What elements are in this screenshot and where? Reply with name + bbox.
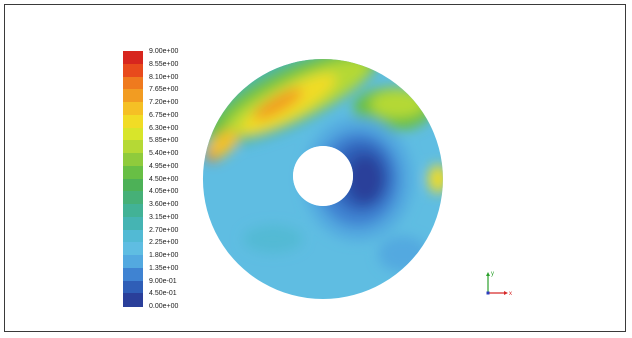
colorbar-block (123, 140, 143, 154)
contour-plot (202, 59, 443, 299)
colorbar-label: 5.40e+00 (149, 150, 179, 157)
colorbar-label: 8.55e+00 (149, 60, 179, 68)
colorbar-block (123, 51, 143, 65)
colorbar-block (123, 114, 143, 128)
colorbar-label: 4.95e+00 (149, 162, 179, 170)
colorbar-block (123, 165, 143, 179)
colorbar-label: 3.15e+00 (149, 213, 179, 221)
colorbar-label: 4.50e-01 (149, 290, 177, 298)
colorbar-block (123, 89, 143, 103)
colorbar-label: 2.70e+00 (149, 226, 179, 234)
colorbar-label: 9.00e-01 (149, 277, 177, 285)
y-axis-arrowhead (486, 272, 490, 276)
colorbar-label: 6.75e+00 (149, 111, 179, 119)
colorbar-block (123, 191, 143, 205)
colorbar-label: 0.00e+00 (149, 303, 179, 310)
x-axis-label: x (509, 291, 512, 297)
axis-triad: y x (486, 271, 512, 297)
colorbar-block (123, 102, 143, 116)
x-axis-arrowhead (504, 291, 508, 295)
colorbar-block (123, 242, 143, 256)
colorbar-label: 4.50e+00 (149, 175, 179, 183)
colorbar-block (123, 216, 143, 230)
colorbar-block (123, 76, 143, 90)
colorbar-label: 7.65e+00 (149, 86, 179, 94)
colorbar-block (123, 153, 143, 167)
colorbar-block (123, 229, 143, 243)
colorbar-label: 5.85e+00 (149, 137, 179, 145)
colorbar-label: 6.30e+00 (149, 124, 179, 132)
colorbar-label: 9.00e+00 (149, 48, 179, 55)
colorbar-block (123, 255, 143, 269)
colorbar-label: 2.25e+00 (149, 239, 179, 247)
figure-frame: 9.00e+00 8.55e+00 8.10e+00 7.65e+00 7.20e+00… (4, 4, 626, 332)
axis-origin (486, 291, 490, 295)
colorbar-block (123, 178, 143, 192)
colorbar-label: 1.80e+00 (149, 252, 179, 259)
colorbar-block (123, 204, 143, 218)
y-axis-label: y (491, 271, 494, 277)
colorbar (123, 51, 143, 307)
colorbar-block (123, 63, 143, 77)
colorbar-block (123, 293, 143, 307)
colorbar-label: 4.05e+00 (149, 188, 179, 196)
colorbar-labels: 9.00e+00 8.55e+00 8.10e+00 7.65e+00 7.20e+00… (149, 48, 209, 310)
inner-hole (293, 146, 353, 206)
colorbar-block (123, 267, 143, 281)
colorbar-label: 7.20e+00 (149, 99, 179, 106)
colorbar-label: 1.35e+00 (149, 264, 179, 272)
colorbar-label: 3.60e+00 (149, 201, 179, 208)
colorbar-block (123, 280, 143, 294)
colorbar-label: 8.10e+00 (149, 73, 179, 81)
colorbar-block (123, 127, 143, 141)
